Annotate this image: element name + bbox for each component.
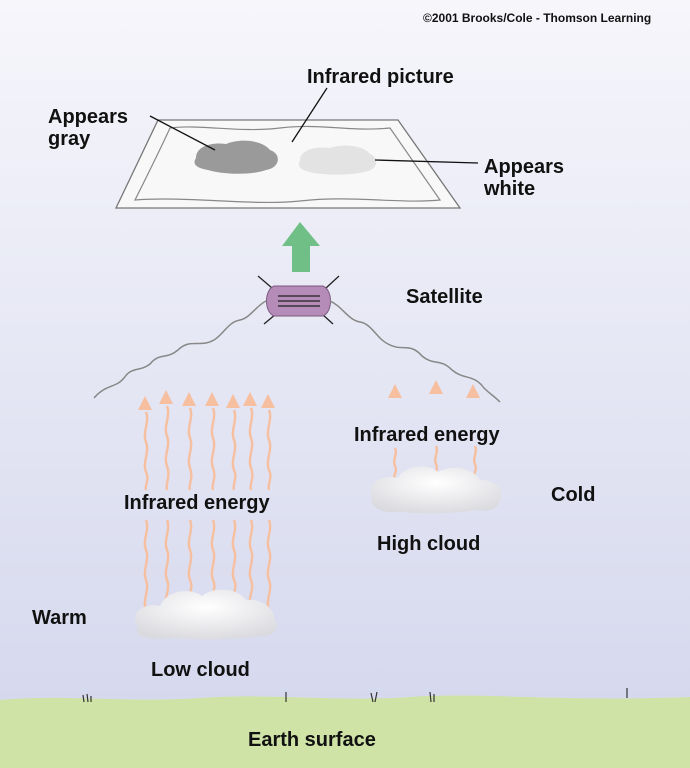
earth-ground [0,695,690,768]
appears-white-label-line2: white [484,178,536,200]
up-arrow [282,222,320,272]
copyright-notice: ©2001 Brooks/Cole - Thomson Learning [423,11,652,25]
view-line-right [329,300,501,403]
satellite-label: Satellite [406,286,483,308]
earth-surface-label: Earth surface [248,729,376,751]
infrared-energy-high-label: Infrared energy [354,424,500,446]
infrared-picture-label: Infrared picture [307,66,454,88]
warm-label: Warm [32,607,87,629]
sky [0,0,690,700]
appears-white-label-line1: Appears [484,156,565,178]
gray-cloud-image [194,140,278,174]
view-line-left [93,300,267,399]
leader-line-gray [149,115,216,151]
appears-gray-label-line2: gray [48,128,91,150]
low-cloud-label: Low cloud [151,659,250,681]
high-cloud-label: High cloud [377,533,481,555]
satellite-icon [257,275,340,325]
energy-waves-low [143,405,272,611]
leader-line-white [374,159,479,164]
infrared-energy-low-label: Infrared energy [124,492,270,514]
leader-line-picture [291,87,328,143]
infrared-picture-card [114,119,462,209]
white-cloud-image [298,145,377,175]
grass-tufts [82,688,628,703]
high-cloud-shape [370,466,502,514]
low-cloud-shape [134,589,277,640]
appears-gray-label-line1: Appears [48,106,129,128]
picture-outline [133,125,442,204]
cold-label: Cold [551,484,596,506]
